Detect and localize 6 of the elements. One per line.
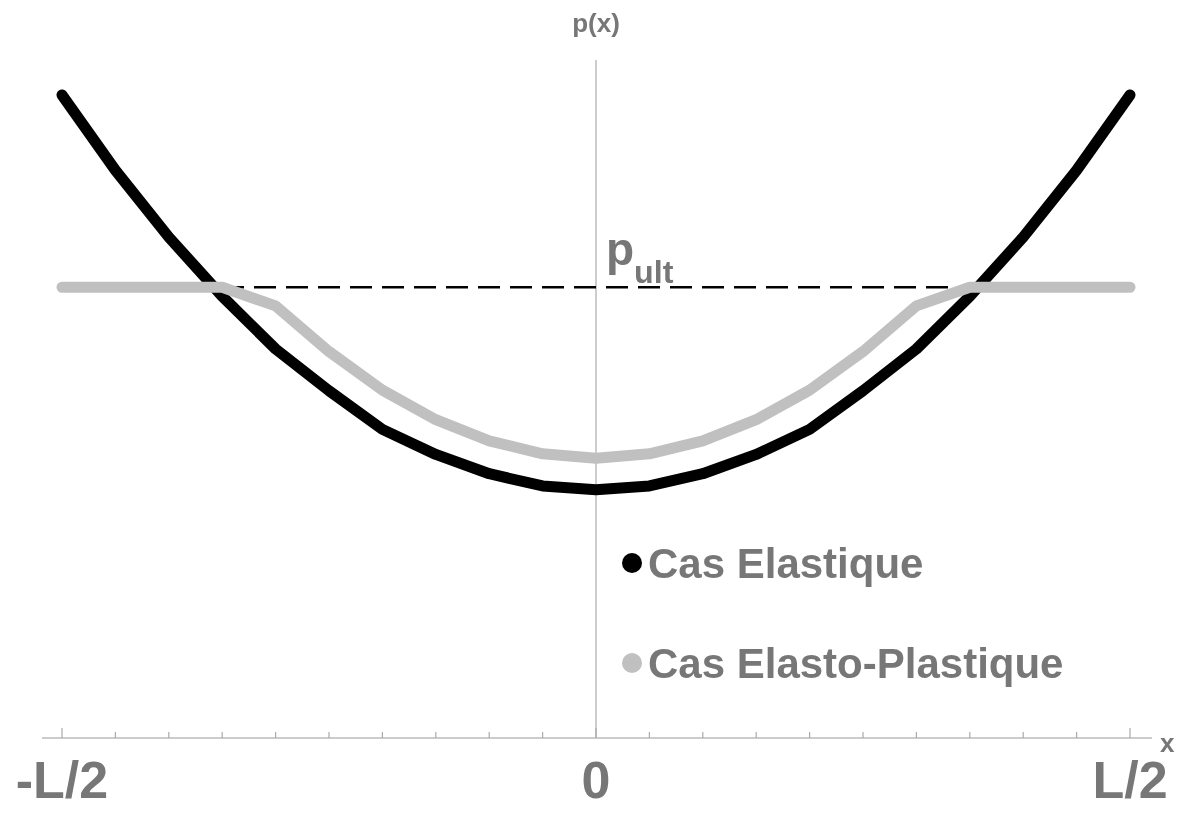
x-tick-label: -L/2 <box>15 751 109 809</box>
legend-label: Cas Elastique <box>648 540 924 587</box>
x-tick-label: 0 <box>581 751 611 809</box>
legend-label: Cas Elasto-Plastique <box>648 640 1064 687</box>
y-axis-title: p(x) <box>572 8 620 38</box>
ref-line-label: p$_{ult}$ <box>606 223 674 291</box>
